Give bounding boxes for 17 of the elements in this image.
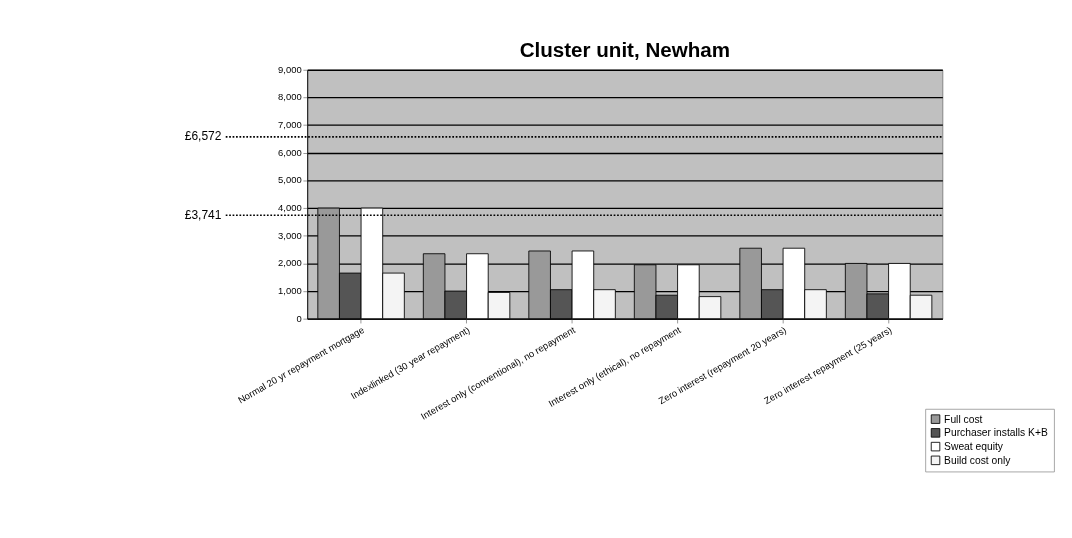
chart-title: Cluster unit, Newham xyxy=(519,37,731,61)
y-tick-label: 5,000 xyxy=(278,174,302,186)
y-tick-label: 3,000 xyxy=(278,229,302,241)
y-tick-label: 4,000 xyxy=(278,202,302,214)
ref-line-label: £3,741 xyxy=(184,207,222,222)
legend-label: Purchaser installs K+B xyxy=(944,427,1048,439)
y-tick-label: 7,000 xyxy=(278,119,302,131)
y-tick-label: 8,000 xyxy=(278,91,302,103)
y-tick-label: 9,000 xyxy=(278,63,302,75)
ref-line-label: £6,572 xyxy=(184,129,222,144)
y-tick-label: 2,000 xyxy=(278,257,302,269)
legend-label: Full cost xyxy=(944,413,983,425)
y-tick-label: 6,000 xyxy=(278,146,302,158)
legend-label: Build cost only xyxy=(944,454,1012,466)
y-tick-label: 0 xyxy=(296,312,302,324)
legend-label: Sweat equity xyxy=(944,441,1004,453)
y-tick-label: 1,000 xyxy=(278,285,302,297)
